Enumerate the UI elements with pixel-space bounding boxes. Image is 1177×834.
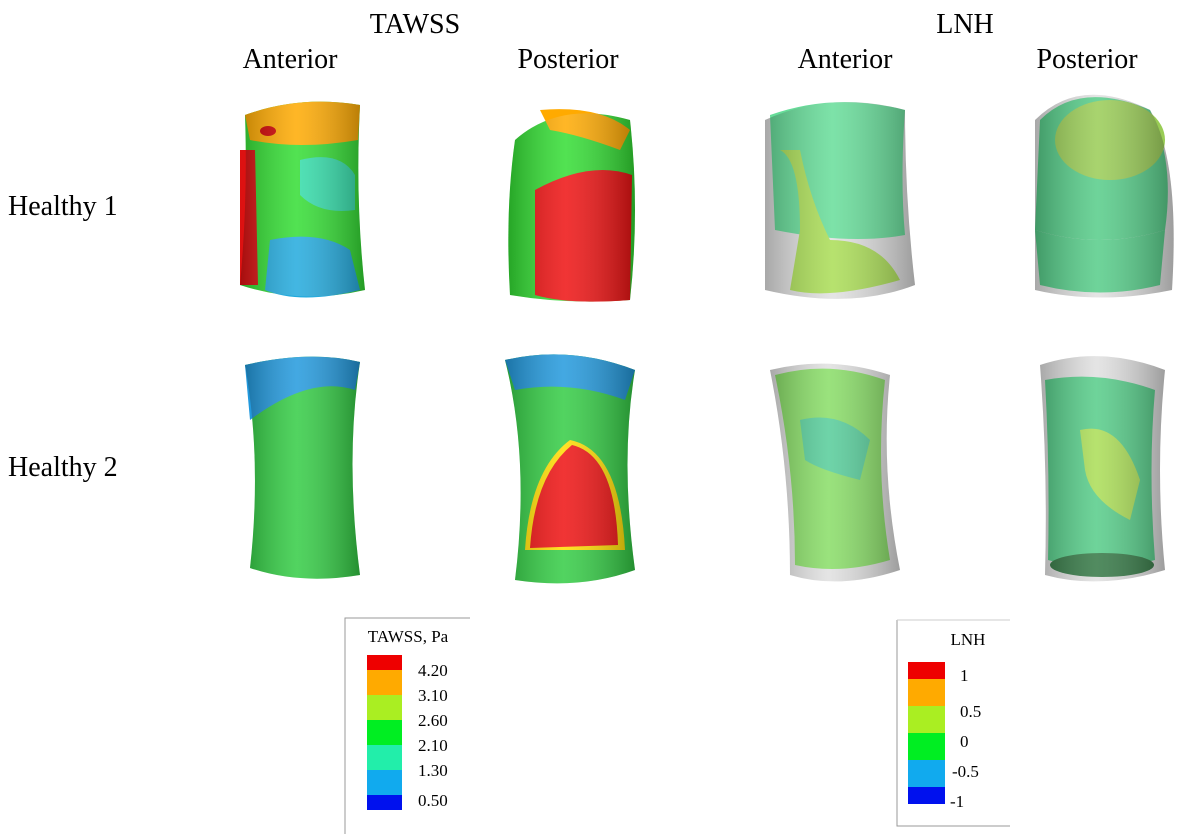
render xyxy=(505,354,635,584)
row-label: Healthy 2 xyxy=(8,452,118,483)
legend: TAWSS, Pa 4.20 3.10 2.60 2.10 1.30 0.50 xyxy=(344,617,470,834)
group-title: TAWSS xyxy=(370,9,460,40)
render xyxy=(1040,356,1165,582)
legend-label: 2.60 xyxy=(418,711,448,730)
render xyxy=(1035,94,1174,298)
render xyxy=(240,101,365,298)
row-label: Healthy 1 xyxy=(8,191,118,222)
view-label: Posterior xyxy=(1036,44,1138,75)
group-title: LNH xyxy=(936,9,994,40)
legend-label: 2.10 xyxy=(418,736,448,755)
legend-label: 0.5 xyxy=(960,702,981,721)
legend-label: 0.50 xyxy=(418,791,448,810)
legend: LNH 1 0.5 0 -0.5 -1 xyxy=(896,619,1010,827)
render xyxy=(765,102,915,299)
legend-label: 0 xyxy=(960,732,969,751)
render xyxy=(508,109,635,302)
legend-label: 1.30 xyxy=(418,761,448,780)
legend-title: TAWSS, Pa xyxy=(368,627,449,646)
legend-label: 1 xyxy=(960,666,969,685)
legend-label: 4.20 xyxy=(418,661,448,680)
render xyxy=(770,363,900,582)
view-label: Anterior xyxy=(243,44,339,75)
legend-label: -1 xyxy=(950,792,964,811)
legend-label: 3.10 xyxy=(418,686,448,705)
legend-title: LNH xyxy=(951,630,986,649)
legend-label: -0.5 xyxy=(952,762,979,781)
view-label: Posterior xyxy=(517,44,619,75)
render xyxy=(245,356,360,579)
view-label: Anterior xyxy=(798,44,894,75)
